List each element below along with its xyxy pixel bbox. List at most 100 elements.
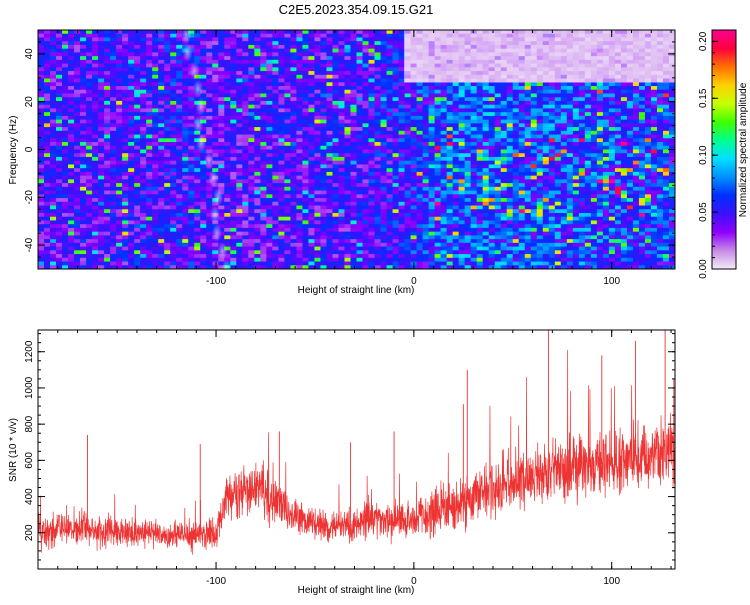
- heatmap-cell: [290, 190, 297, 195]
- heatmap-cell: [206, 216, 213, 221]
- heatmap-cell: [254, 37, 261, 42]
- heatmap-cell: [236, 123, 243, 128]
- heatmap-cell: [464, 194, 472, 199]
- heatmap-cell: [308, 265, 315, 269]
- heatmap-cell: [362, 138, 369, 143]
- heatmap-cell: [284, 156, 291, 162]
- heatmap-cell: [452, 201, 460, 206]
- heatmap-cell: [44, 119, 51, 124]
- heatmap-cell: [482, 104, 490, 109]
- heatmap-cell: [122, 127, 129, 132]
- heatmap-cell: [326, 209, 333, 214]
- heatmap-cell: [248, 71, 255, 76]
- heatmap-cell: [152, 220, 159, 225]
- heatmap-cell: [80, 239, 87, 244]
- heatmap-cell: [296, 179, 303, 184]
- heatmap-cell: [230, 164, 237, 169]
- heatmap-cell: [68, 227, 75, 233]
- heatmap-cell: [134, 108, 141, 113]
- heatmap-cell: [272, 209, 279, 214]
- heatmap-cell: [332, 216, 339, 221]
- heatmap-cell: [50, 74, 57, 79]
- heatmap-cell: [218, 30, 225, 35]
- heatmap-cell: [308, 63, 315, 68]
- heatmap-cell: [38, 156, 45, 162]
- heatmap-cell: [152, 198, 159, 203]
- heatmap-cell: [68, 78, 75, 83]
- heatmap-cell: [428, 183, 436, 188]
- heatmap-cell: [116, 212, 123, 218]
- heatmap-cell: [104, 71, 111, 76]
- heatmap-cell: [230, 212, 237, 218]
- heatmap-cell: [266, 33, 273, 38]
- heatmap-cell: [308, 82, 315, 87]
- heatmap-cell: [62, 239, 69, 244]
- heatmap-cell: [68, 209, 75, 214]
- heatmap-cell: [476, 115, 484, 121]
- heatmap-cell: [434, 145, 442, 150]
- heatmap-cell: [500, 127, 508, 132]
- heatmap-cell: [134, 186, 141, 191]
- heatmap-cell: [494, 134, 502, 139]
- heatmap-cell: [296, 63, 303, 68]
- heatmap-cell: [368, 93, 375, 98]
- heatmap-cell: [338, 153, 345, 158]
- heatmap-cell: [458, 220, 466, 225]
- heatmap-cell: [464, 239, 472, 244]
- heatmap-cell: [218, 115, 225, 121]
- heatmap-cell: [62, 100, 69, 106]
- heatmap-cell: [146, 220, 153, 225]
- heatmap-cell: [122, 153, 129, 158]
- heatmap-cell: [446, 145, 454, 150]
- heatmap-cell: [374, 250, 381, 255]
- heatmap-cell: [308, 52, 315, 57]
- heatmap-cell: [332, 112, 339, 117]
- heatmap-cell: [494, 224, 502, 229]
- heatmap-cell: [296, 59, 303, 65]
- heatmap-cell: [194, 216, 201, 221]
- heatmap-cell: [38, 108, 45, 113]
- heatmap-cell: [410, 198, 417, 203]
- heatmap-cell: [278, 186, 285, 191]
- heatmap-cell: [116, 231, 123, 236]
- heatmap-cell: [170, 183, 177, 188]
- heatmap-cell: [200, 33, 207, 38]
- heatmap-cell: [374, 183, 381, 188]
- heatmap-cell: [446, 93, 454, 98]
- heatmap-cell: [128, 198, 135, 203]
- heatmap-cell: [74, 104, 81, 109]
- heatmap-cell: [386, 227, 393, 233]
- heatmap-cell: [110, 231, 117, 236]
- heatmap-cell: [278, 67, 285, 72]
- heatmap-cell: [416, 130, 423, 135]
- heatmap-cell: [206, 33, 213, 38]
- heatmap-cell: [122, 171, 129, 177]
- heatmap-cell: [98, 250, 105, 255]
- heatmap-cell: [392, 30, 399, 35]
- heatmap-cell: [182, 179, 189, 184]
- heatmap-cell: [302, 30, 309, 35]
- heatmap-cell: [482, 153, 490, 158]
- heatmap-cell: [62, 97, 69, 102]
- heatmap-cell: [368, 56, 375, 61]
- heatmap-cell: [344, 145, 351, 150]
- heatmap-cell: [410, 209, 417, 214]
- heatmap-cell: [128, 48, 135, 53]
- heatmap-cell: [206, 123, 213, 128]
- heatmap-cell: [116, 239, 123, 244]
- heatmap-cell: [404, 231, 411, 236]
- heatmap-cell: [116, 224, 123, 229]
- heatmap-cell: [500, 242, 508, 247]
- heatmap-cell: [176, 209, 183, 214]
- heatmap-cell: [296, 123, 303, 128]
- heatmap-cell: [50, 82, 57, 87]
- heatmap-cell: [224, 246, 231, 251]
- heatmap-cell: [134, 134, 141, 139]
- heatmap-cell: [338, 82, 345, 87]
- heatmap-cell: [206, 183, 213, 188]
- heatmap-cell: [152, 123, 159, 128]
- heatmap-cell: [248, 33, 255, 38]
- heatmap-cell: [422, 231, 430, 236]
- heatmap-cell: [140, 67, 147, 72]
- heatmap-cell: [116, 100, 123, 106]
